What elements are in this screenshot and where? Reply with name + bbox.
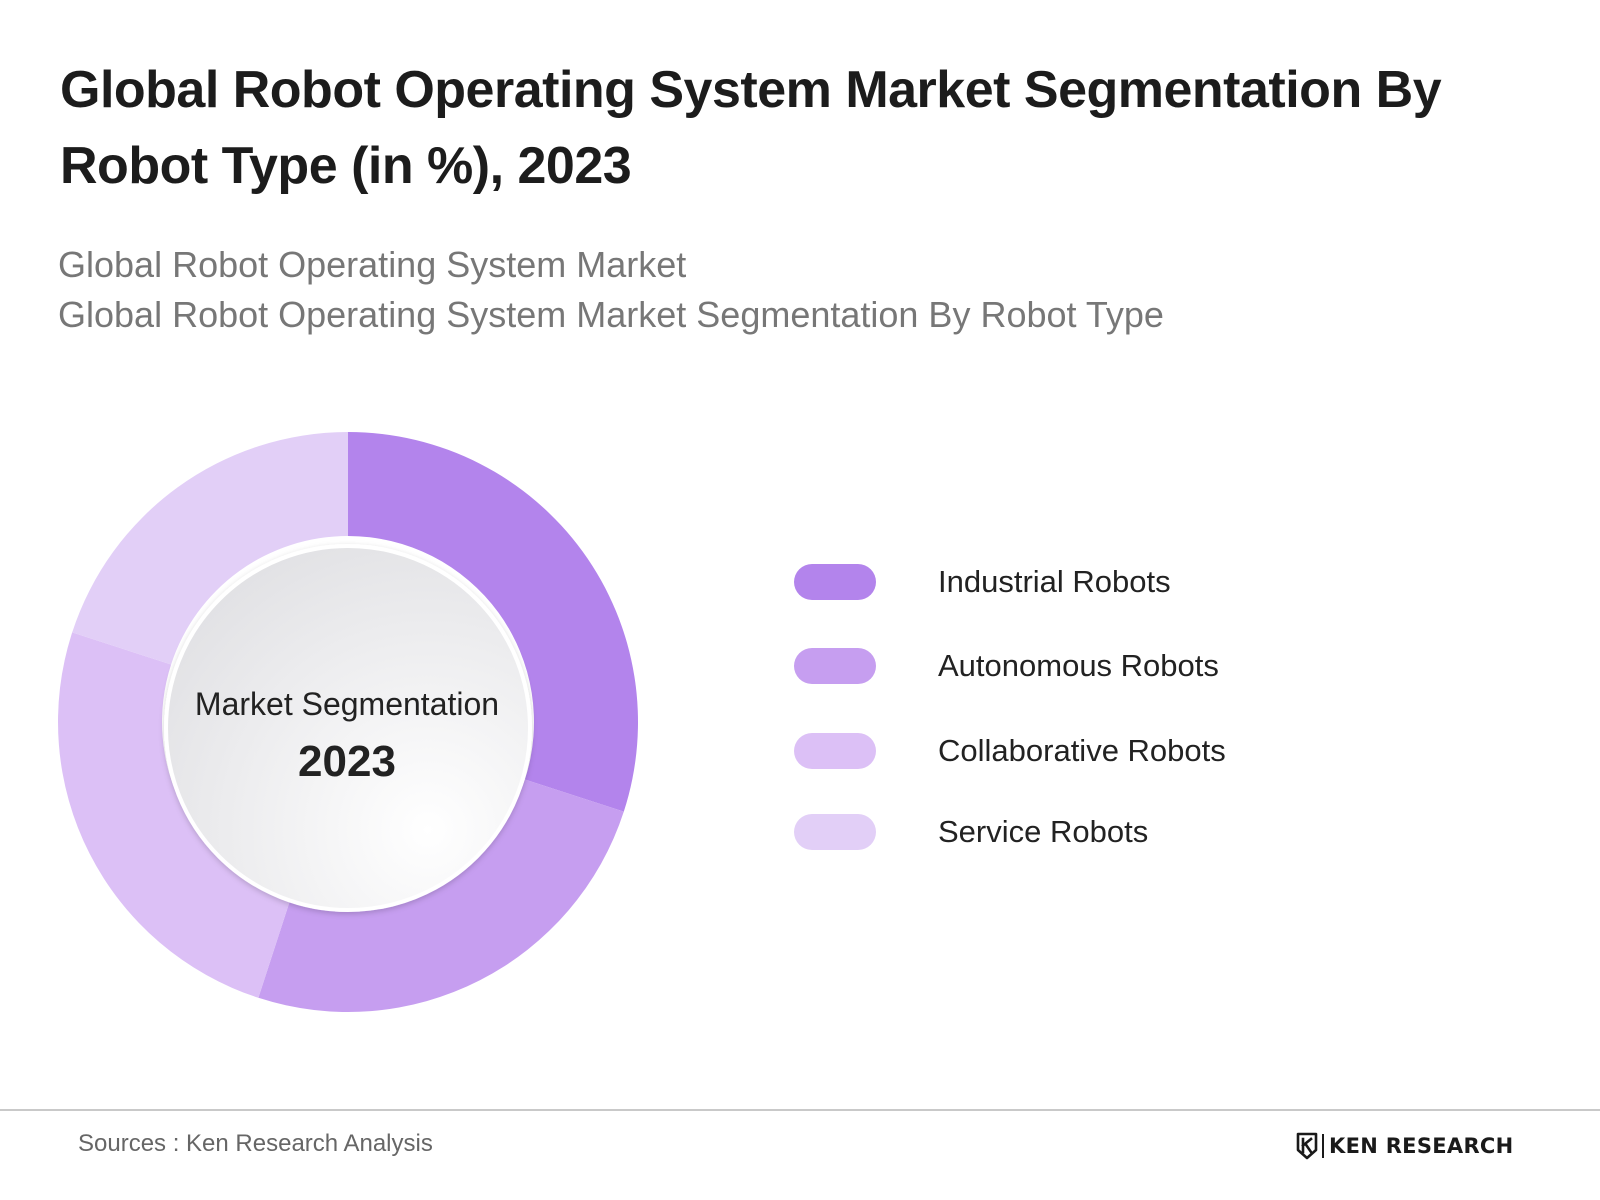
ken-research-logo-icon bbox=[1296, 1132, 1318, 1160]
legend-swatch bbox=[794, 648, 876, 684]
donut-slice-autonomous-robots bbox=[258, 779, 624, 1012]
donut-slice-industrial-robots bbox=[348, 432, 639, 812]
legend-swatch bbox=[794, 814, 876, 850]
subtitle-line-1: Global Robot Operating System Market bbox=[58, 244, 687, 285]
legend-label: Collaborative Robots bbox=[938, 733, 1226, 768]
legend-label: Industrial Robots bbox=[938, 564, 1171, 599]
footer-divider bbox=[0, 1109, 1600, 1111]
legend-swatch bbox=[794, 564, 876, 600]
legend-label: Autonomous Robots bbox=[938, 648, 1219, 683]
legend-swatch bbox=[794, 733, 876, 769]
brand-separator bbox=[1322, 1134, 1324, 1158]
chart-subtitle: Global Robot Operating System Market Glo… bbox=[58, 240, 1458, 340]
source-note: Sources : Ken Research Analysis bbox=[78, 1130, 433, 1157]
donut-center-label: Market Segmentation 2023 bbox=[168, 682, 526, 792]
subtitle-line-2: Global Robot Operating System Market Seg… bbox=[58, 294, 1164, 335]
donut-slice-collaborative-robots bbox=[57, 632, 291, 998]
brand-name: KEN RESEARCH bbox=[1329, 1134, 1514, 1158]
chart-title: Global Robot Operating System Market Seg… bbox=[60, 61, 1442, 195]
brand-logo: KEN RESEARCH bbox=[1296, 1130, 1514, 1162]
legend-label: Service Robots bbox=[938, 814, 1149, 849]
donut-chart bbox=[57, 432, 639, 1012]
donut-center-disc bbox=[164, 544, 532, 912]
center-label-text: Market Segmentation bbox=[194, 686, 500, 722]
center-year: 2023 bbox=[298, 737, 396, 786]
donut-slice-service-robots bbox=[72, 432, 349, 665]
